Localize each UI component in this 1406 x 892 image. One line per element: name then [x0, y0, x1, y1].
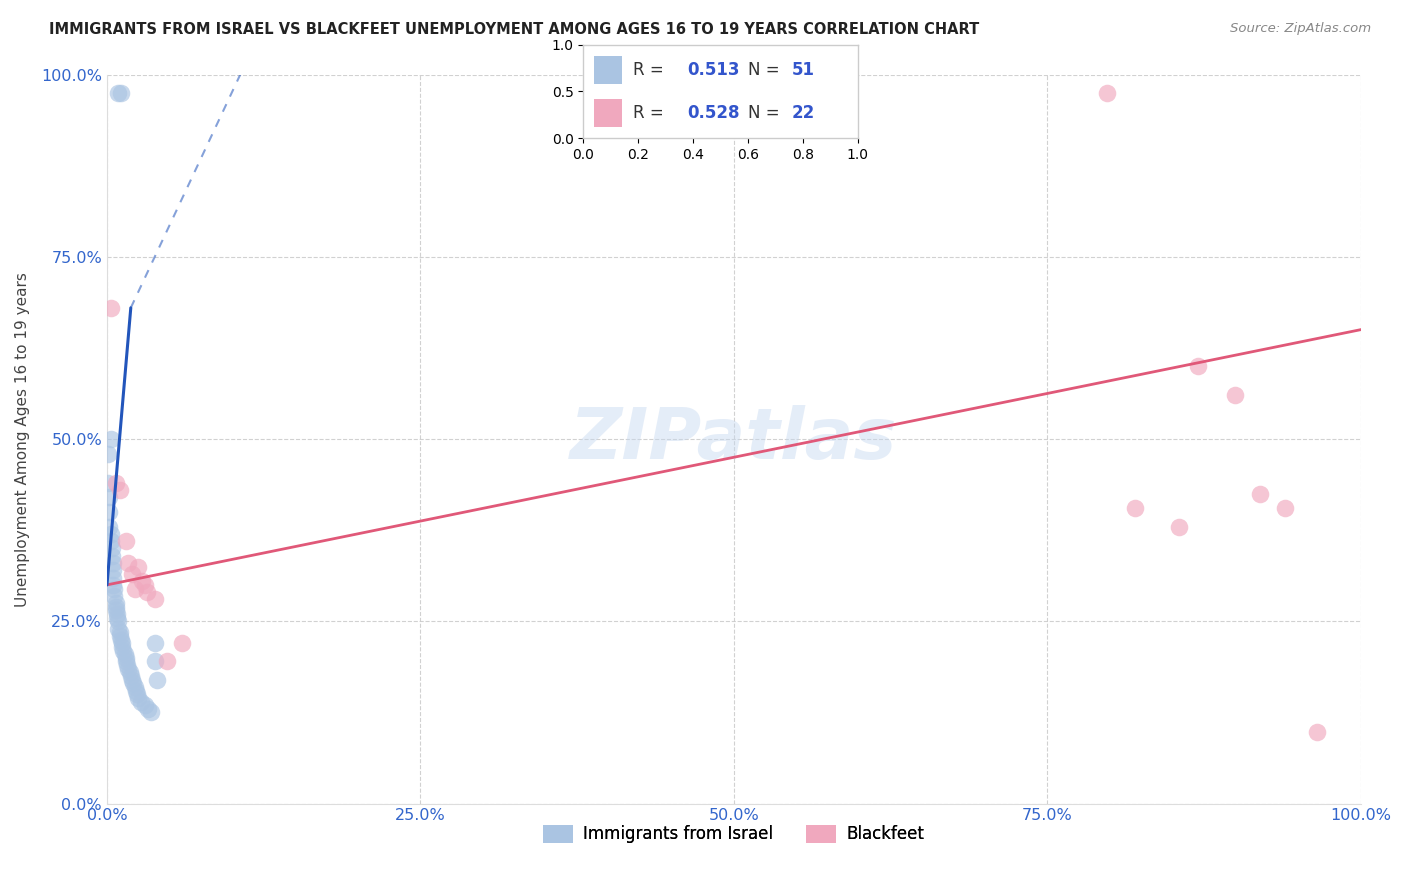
- Point: [143, 655, 166, 669]
- Point: [103, 571, 125, 585]
- Point: [127, 559, 149, 574]
- Point: [103, 589, 125, 603]
- Point: [1305, 725, 1327, 739]
- Point: [1274, 501, 1296, 516]
- Point: [104, 596, 127, 610]
- Point: [143, 636, 166, 650]
- Point: [124, 582, 146, 596]
- Point: [112, 643, 135, 657]
- Point: [134, 578, 156, 592]
- Point: [97, 475, 120, 490]
- Point: [139, 706, 162, 720]
- Point: [125, 687, 148, 701]
- Point: [146, 673, 169, 687]
- Point: [110, 86, 132, 100]
- Point: [101, 549, 124, 563]
- Point: [1223, 388, 1246, 402]
- Text: 0.528: 0.528: [688, 104, 740, 122]
- Point: [1249, 487, 1271, 501]
- Text: ZIPatlas: ZIPatlas: [569, 405, 897, 474]
- Point: [97, 447, 120, 461]
- Point: [104, 599, 127, 614]
- Y-axis label: Unemployment Among Ages 16 to 19 years: Unemployment Among Ages 16 to 19 years: [15, 272, 30, 607]
- Point: [1167, 519, 1189, 533]
- Point: [111, 640, 134, 654]
- Text: 22: 22: [792, 104, 815, 122]
- Point: [118, 665, 141, 680]
- Point: [103, 556, 125, 570]
- Point: [98, 505, 121, 519]
- Point: [1123, 501, 1146, 516]
- Point: [172, 636, 194, 650]
- Point: [127, 690, 149, 705]
- Point: [117, 556, 139, 570]
- Text: 51: 51: [792, 61, 815, 78]
- Point: [134, 698, 156, 713]
- Point: [107, 86, 129, 100]
- Text: IMMIGRANTS FROM ISRAEL VS BLACKFEET UNEMPLOYMENT AMONG AGES 16 TO 19 YEARS CORRE: IMMIGRANTS FROM ISRAEL VS BLACKFEET UNEM…: [49, 22, 980, 37]
- Point: [129, 694, 152, 708]
- Point: [108, 625, 131, 640]
- Legend: Immigrants from Israel, Blackfeet: Immigrants from Israel, Blackfeet: [537, 818, 931, 850]
- Point: [108, 629, 131, 643]
- Point: [100, 301, 122, 315]
- Text: N =: N =: [748, 104, 785, 122]
- Point: [156, 655, 179, 669]
- FancyBboxPatch shape: [595, 99, 621, 127]
- Point: [98, 491, 121, 505]
- Point: [136, 585, 159, 599]
- Point: [103, 578, 125, 592]
- Point: [103, 563, 125, 577]
- Point: [107, 615, 129, 629]
- Point: [124, 680, 146, 694]
- Point: [104, 475, 127, 490]
- Point: [117, 662, 139, 676]
- Point: [114, 534, 136, 549]
- Point: [121, 566, 143, 581]
- Point: [110, 632, 132, 647]
- Point: [115, 658, 138, 673]
- FancyBboxPatch shape: [595, 56, 621, 84]
- Point: [108, 483, 131, 497]
- Point: [1187, 359, 1209, 373]
- Text: N =: N =: [748, 61, 785, 78]
- Point: [104, 603, 127, 617]
- Point: [107, 622, 129, 636]
- Text: Source: ZipAtlas.com: Source: ZipAtlas.com: [1230, 22, 1371, 36]
- Point: [1097, 86, 1119, 100]
- Point: [111, 636, 134, 650]
- Point: [100, 534, 122, 549]
- Point: [98, 519, 121, 533]
- Point: [114, 650, 136, 665]
- Point: [105, 607, 128, 621]
- Point: [138, 702, 160, 716]
- Point: [122, 676, 145, 690]
- Text: 0.513: 0.513: [688, 61, 740, 78]
- Point: [101, 541, 124, 556]
- Point: [143, 592, 166, 607]
- Point: [131, 574, 153, 589]
- Text: R =: R =: [633, 104, 669, 122]
- Point: [120, 669, 142, 683]
- Point: [114, 647, 136, 661]
- Point: [100, 526, 122, 541]
- Point: [125, 683, 148, 698]
- Point: [121, 673, 143, 687]
- Point: [100, 432, 122, 446]
- Text: R =: R =: [633, 61, 669, 78]
- Point: [103, 582, 125, 596]
- Point: [105, 610, 128, 624]
- Point: [114, 655, 136, 669]
